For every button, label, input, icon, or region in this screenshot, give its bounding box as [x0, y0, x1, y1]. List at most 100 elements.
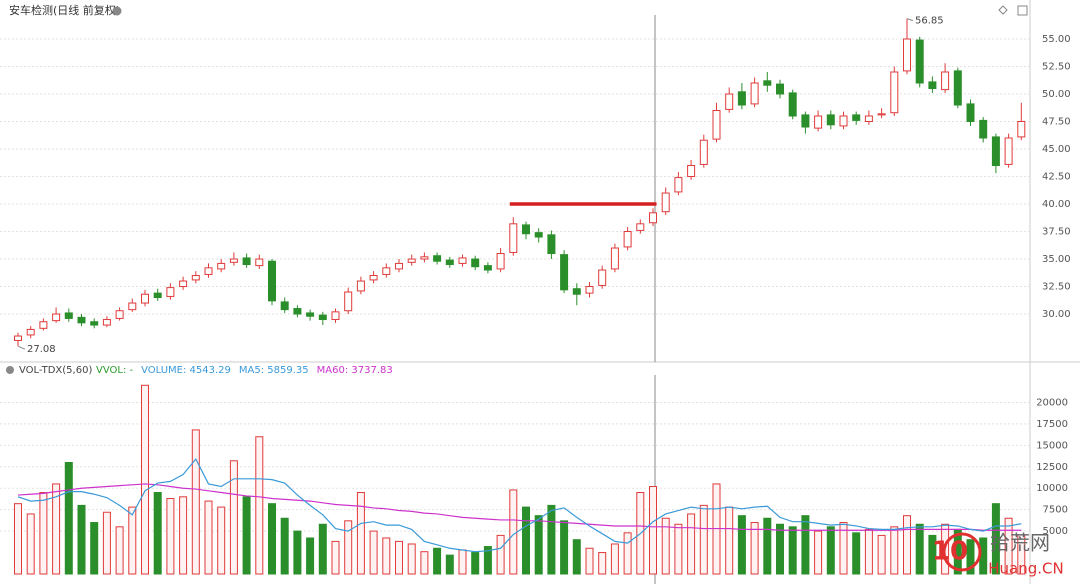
y-tick-label: 45.00: [1042, 144, 1071, 155]
volume-bar: [293, 530, 302, 575]
volume-bar: [141, 384, 149, 575]
candle-body: [382, 267, 391, 275]
candle-body: [776, 83, 784, 95]
candle-body: [610, 247, 619, 270]
volume-bar: [153, 492, 162, 575]
candle-body: [52, 313, 61, 322]
candle-body: [90, 321, 99, 326]
candle-body: [166, 287, 175, 297]
candle-body: [242, 257, 251, 266]
volume-bar: [102, 511, 111, 575]
candle-body: [496, 253, 505, 270]
candle-body: [369, 275, 378, 281]
volume-bar: [1004, 517, 1013, 575]
watermark-domain: Huang.CN: [988, 560, 1063, 578]
settings-icon[interactable]: [6, 366, 14, 374]
candle-body: [115, 310, 124, 319]
volume-bar: [166, 498, 175, 575]
candle-body: [306, 312, 315, 317]
y-tick-label: 55.00: [1042, 34, 1071, 45]
shape-icon[interactable]: [998, 5, 1008, 15]
volume-bar: [280, 517, 289, 575]
candle-body: [420, 256, 429, 260]
volume-bar: [915, 523, 924, 575]
volume-bar: [14, 503, 22, 575]
volume-bar: [623, 532, 632, 575]
candle-body: [229, 258, 238, 263]
volume-bar: [649, 486, 657, 575]
settings-icon[interactable]: [112, 6, 122, 16]
volume-bar: [471, 552, 480, 575]
volume-bar: [217, 506, 226, 575]
candle-body: [763, 80, 772, 86]
candle-body: [14, 335, 22, 341]
candle-body: [407, 258, 416, 263]
candle-body: [179, 280, 188, 288]
volume-bar: [737, 515, 746, 575]
volume-bar: [522, 506, 530, 575]
candle-body: [877, 113, 886, 116]
y-tick-label: 5000: [1043, 526, 1068, 537]
candle-body: [725, 93, 734, 110]
close-icon[interactable]: [1017, 5, 1028, 16]
candle-body: [255, 258, 264, 267]
volume-bar: [547, 504, 556, 575]
candle-body: [928, 81, 937, 90]
y-tick-label: 50.00: [1042, 89, 1071, 100]
candle-body: [674, 177, 683, 193]
candle-body: [280, 301, 289, 311]
volume-bar: [699, 504, 708, 575]
candle-body: [661, 192, 670, 213]
volume-bar: [331, 540, 340, 575]
watermark-site: 拾荒网: [990, 531, 1050, 555]
candle-body: [839, 115, 848, 127]
volume-bar: [229, 460, 238, 575]
candle-body: [903, 38, 911, 72]
y-tick-label: 32.50: [1042, 282, 1071, 293]
volume-bar: [890, 526, 899, 575]
volume-title: VOL-TDX(5,60): [19, 365, 92, 376]
candle-body: [649, 212, 657, 224]
y-tick-label: 40.00: [1042, 199, 1071, 210]
volume-bar: [585, 547, 594, 575]
legend-entry: VVOL: -: [96, 365, 133, 376]
candle-body: [953, 70, 962, 106]
candle-body: [788, 92, 797, 117]
candle-body: [915, 39, 924, 84]
y-tick-label: 15000: [1036, 440, 1068, 451]
volume-bar: [115, 526, 124, 575]
candle-body: [102, 319, 111, 326]
candle-body: [534, 232, 543, 238]
volume-bar: [750, 522, 759, 575]
volume-bar: [598, 552, 607, 575]
min-pointer: [17, 345, 26, 350]
candle-body: [623, 231, 632, 248]
volume-bar: [839, 522, 848, 575]
candle-body: [814, 115, 823, 129]
y-tick-label: 30.00: [1042, 309, 1071, 320]
candle-body: [560, 254, 569, 291]
candle-body: [128, 302, 137, 311]
y-tick-label: 35.00: [1042, 254, 1071, 265]
volume-bar: [991, 503, 1000, 575]
y-tick-label: 20000: [1036, 397, 1068, 408]
candle-body: [191, 275, 200, 281]
y-tick-label: 47.50: [1042, 117, 1071, 128]
volume-bar: [572, 539, 581, 575]
candle-body: [890, 71, 899, 114]
candle-body: [458, 257, 467, 264]
volume-bar: [52, 483, 61, 575]
volume-bar: [433, 547, 442, 575]
volume-bar: [369, 530, 378, 575]
y-tick-label: 17500: [1036, 419, 1068, 430]
candle-body: [395, 262, 403, 270]
volume-bar: [64, 461, 73, 575]
volume-bar: [356, 492, 365, 575]
candle-body: [445, 259, 454, 266]
candle-body: [598, 269, 607, 286]
candle-body: [153, 292, 162, 299]
candle-body: [941, 71, 950, 91]
y-tick-label: 7500: [1043, 505, 1068, 516]
volume-bar: [191, 429, 200, 575]
volume-bar: [420, 551, 429, 575]
